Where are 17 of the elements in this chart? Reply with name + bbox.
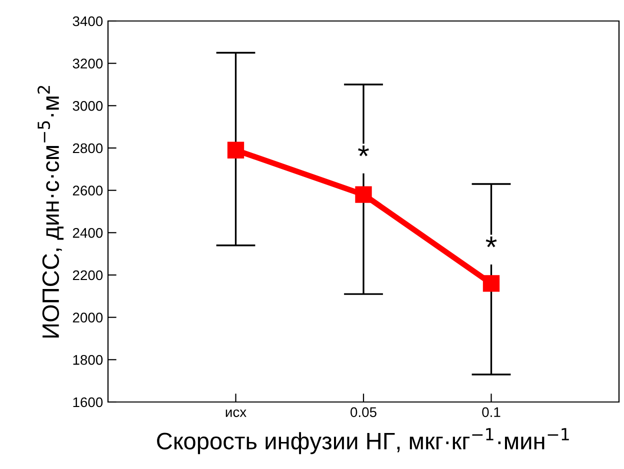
y-tick-label: 1800 bbox=[73, 355, 103, 365]
x-tick-label: исх bbox=[226, 409, 246, 418]
y-tick-label: 2600 bbox=[72, 186, 103, 196]
y-tick-label: 1600 bbox=[73, 397, 103, 408]
annotation: * bbox=[358, 145, 369, 156]
y-tick-label: 3200 bbox=[72, 58, 103, 69]
x-tick-label: 0.05 bbox=[350, 407, 376, 418]
y-tick-label: 3000 bbox=[72, 101, 103, 111]
y-tick-label: 2200 bbox=[72, 270, 103, 280]
y-axis-title: ИОПСС, дин·с·см$^{−5}$·м$^{2}$ bbox=[38, 86, 64, 338]
y-tick-label: 2800 bbox=[72, 143, 103, 154]
y-tick-label: 2400 bbox=[72, 228, 103, 238]
y-tick-label: 2000 bbox=[72, 312, 103, 323]
x-tick-label: 0.1 bbox=[482, 407, 500, 418]
annotation: * bbox=[486, 236, 497, 248]
x-axis-title: Скорость инфузии НГ, мкг·кг$^{−1}$·мин$^{−1}$ bbox=[157, 428, 569, 454]
y-tick-label: 3400 bbox=[72, 16, 103, 26]
